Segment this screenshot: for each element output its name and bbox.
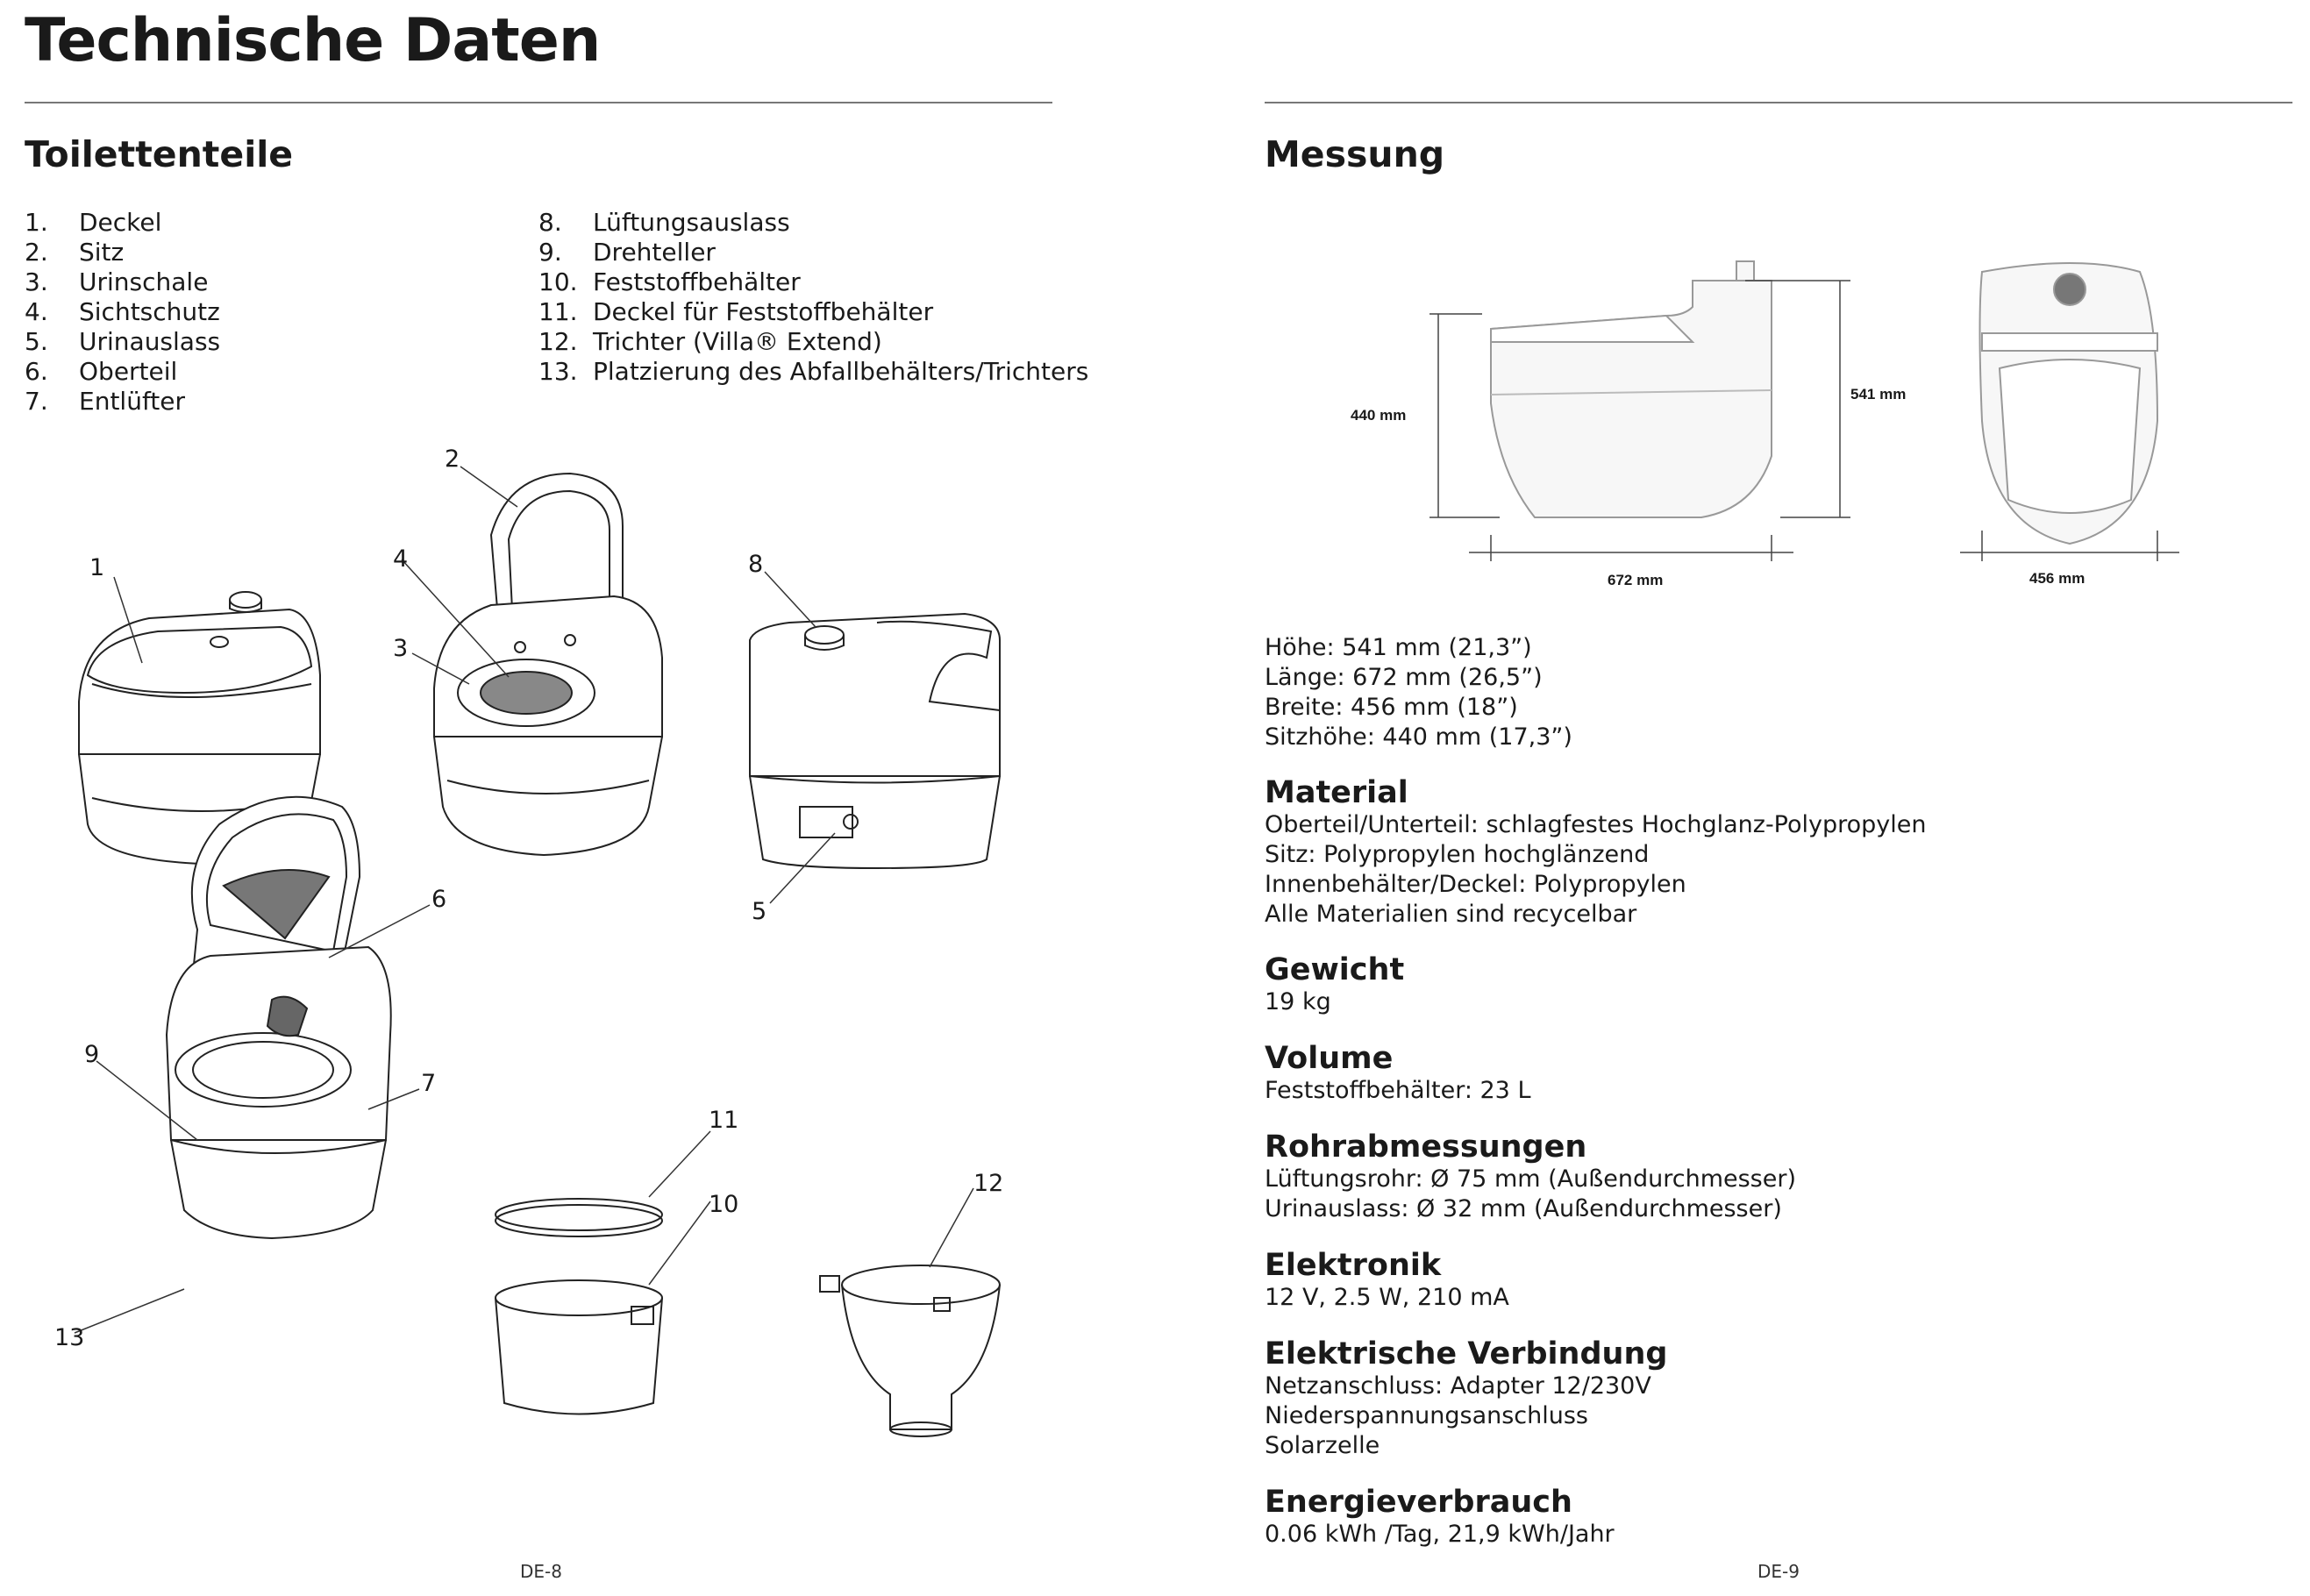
left-divider	[25, 102, 1052, 103]
measure-height: Höhe: 541 mm (21,3”)	[1265, 634, 1532, 661]
spec-line: Urinauslass: Ø 32 mm (Außendurchmesser)	[1265, 1195, 1782, 1222]
funnel-drawing	[819, 1265, 1001, 1437]
container-lid-drawing	[495, 1198, 663, 1237]
callout-6: 6	[431, 886, 447, 913]
spec-material: Material Oberteil/Unterteil: schlagfeste…	[1265, 775, 1927, 930]
parts-list-col1: 1. Deckel 2. Sitz 3. Urinschale 4. Sichtschu…	[25, 208, 220, 417]
dim-seat-height: 440 mm	[1351, 407, 1407, 424]
spec-heading: Volume	[1265, 1041, 1394, 1076]
spec-line: Niederspannungsanschluss	[1265, 1402, 1588, 1429]
measure-width: Breite: 456 mm (18”)	[1265, 694, 1518, 721]
page-number-right: DE-9	[1757, 1561, 1800, 1582]
spec-line: Innenbehälter/Deckel: Polypropylen	[1265, 871, 1686, 898]
list-item: 12. Trichter (Villa® Extend)	[538, 327, 882, 356]
spec-line: Solarzelle	[1265, 1432, 1380, 1459]
spec-line: 19 kg	[1265, 988, 1331, 1015]
parts-heading: Toilettenteile	[25, 133, 294, 175]
page-title: Technische Daten	[25, 6, 601, 75]
dim-width: 456 mm	[2029, 570, 2085, 587]
callout-1: 1	[89, 554, 105, 581]
spec-line: Netzanschluss: Adapter 12/230V	[1265, 1372, 1651, 1400]
spec-heading: Elektrische Verbindung	[1265, 1336, 1668, 1372]
toilet-exploded-drawing	[165, 795, 392, 1240]
spec-heading: Gewicht	[1265, 952, 1405, 987]
list-item: 5. Urinauslass	[25, 327, 221, 356]
measure-length: Länge: 672 mm (26,5”)	[1265, 664, 1543, 691]
spec-line: Feststoffbehälter: 23 L	[1265, 1077, 1531, 1104]
spec-line: Oberteil/Unterteil: schlagfestes Hochgla…	[1265, 811, 1927, 838]
spec-pipes: Rohrabmessungen Lüftungsrohr: Ø 75 mm (A…	[1265, 1129, 1796, 1224]
spec-volume: Volume Feststoffbehälter: 23 L	[1265, 1041, 1531, 1106]
spec-line: Sitz: Polypropylen hochglänzend	[1265, 841, 1650, 868]
callout-11: 11	[709, 1107, 739, 1134]
spec-line: 0.06 kWh /Tag, 21,9 kWh/Jahr	[1265, 1521, 1615, 1548]
list-item: 3. Urinschale	[25, 267, 209, 296]
spec-line: Alle Materialien sind recycelbar	[1265, 901, 1637, 928]
callout-8: 8	[748, 551, 764, 578]
right-divider	[1265, 102, 2292, 103]
list-item: 13. Platzierung des Abfallbehälters/Trich…	[538, 357, 1089, 386]
measure-seat-height: Sitzhöhe: 440 mm (17,3”)	[1265, 723, 1572, 751]
spec-weight: Gewicht 19 kg	[1265, 952, 1404, 1017]
callout-7: 7	[421, 1070, 437, 1097]
list-item: 4. Sichtschutz	[25, 297, 220, 326]
callout-5: 5	[752, 898, 767, 925]
parts-list-col2: 8. Lüftungsauslass 9. Drehteller 10. Festst…	[538, 208, 1088, 387]
callout-12: 12	[973, 1170, 1004, 1197]
list-item: 11. Deckel für Feststoffbehälter	[538, 297, 934, 326]
list-item: 9. Drehteller	[538, 238, 716, 267]
solids-container-drawing	[495, 1279, 663, 1415]
callout-4: 4	[393, 545, 409, 573]
spec-electrical-connection: Elektrische Verbindung Netzanschluss: Ad…	[1265, 1336, 1667, 1461]
list-item: 8. Lüftungsauslass	[538, 208, 790, 237]
measure-lines: Höhe: 541 mm (21,3”) Länge: 672 mm (26,5…	[1265, 633, 1572, 752]
list-item: 7. Entlüfter	[25, 387, 186, 416]
callout-3: 3	[393, 635, 409, 662]
callout-2: 2	[445, 445, 460, 473]
list-item: 6. Oberteil	[25, 357, 178, 386]
list-item: 2. Sitz	[25, 238, 125, 267]
spec-energy: Energieverbrauch 0.06 kWh /Tag, 21,9 kWh…	[1265, 1485, 1615, 1550]
spec-line: Lüftungsrohr: Ø 75 mm (Außendurchmesser)	[1265, 1165, 1796, 1193]
callout-10: 10	[709, 1191, 739, 1218]
spec-heading: Energieverbrauch	[1265, 1485, 1572, 1520]
page-number-left: DE-8	[520, 1561, 562, 1582]
spec-electronics: Elektronik 12 V, 2.5 W, 210 mA	[1265, 1248, 1509, 1313]
spec-line: 12 V, 2.5 W, 210 mA	[1265, 1284, 1509, 1311]
spec-heading: Material	[1265, 775, 1408, 810]
callout-9: 9	[84, 1041, 100, 1068]
parts-illustration	[74, 466, 1001, 1437]
dim-length: 672 mm	[1608, 572, 1664, 588]
list-item: 10. Feststoffbehälter	[538, 267, 801, 296]
dimension-drawing	[1429, 260, 2179, 561]
toilet-open-drawing	[433, 472, 663, 857]
measurement-heading: Messung	[1265, 133, 1445, 175]
callout-13: 13	[54, 1324, 85, 1351]
dim-total-height: 541 mm	[1850, 386, 1907, 403]
toilet-rear-drawing	[749, 612, 1001, 870]
spec-heading: Rohrabmessungen	[1265, 1129, 1587, 1165]
list-item: 1. Deckel	[25, 208, 162, 237]
spec-heading: Elektronik	[1265, 1248, 1442, 1283]
